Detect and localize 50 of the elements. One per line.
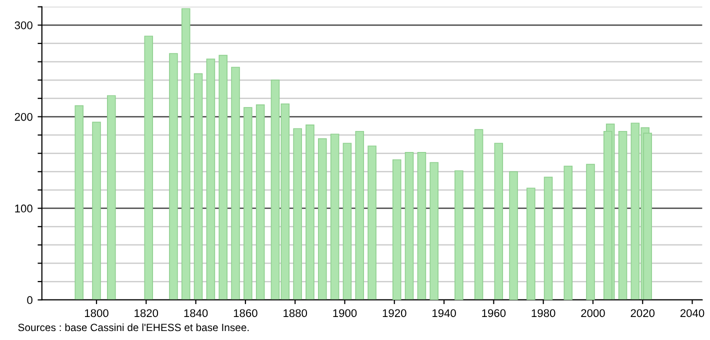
bar: [430, 162, 438, 300]
bar: [194, 73, 203, 300]
bar: [509, 171, 518, 300]
bar: [231, 66, 240, 300]
bar: [256, 104, 265, 300]
bar: [368, 146, 376, 300]
bar: [306, 124, 314, 300]
x-tick-label: 1840: [184, 309, 208, 318]
bar: [342, 142, 352, 300]
bar: [355, 130, 364, 300]
x-tick-label: 1980: [532, 309, 556, 318]
bar: [586, 164, 595, 300]
y-tick-label: 200: [14, 112, 32, 121]
x-tick-label: 2040: [680, 309, 704, 318]
x-tick-label: 1860: [234, 309, 258, 318]
x-tick-label: 2000: [581, 309, 605, 318]
bar: [474, 129, 484, 300]
bar: [206, 58, 216, 300]
x-tick-label: 2020: [630, 309, 655, 318]
x-tick-label: 1920: [382, 309, 406, 318]
y-tick-label: 100: [15, 204, 32, 212]
bar: [218, 54, 228, 300]
bar: [244, 107, 252, 300]
source-note: Sources : base Cassini de l'EHESS et base Insee.: [18, 323, 249, 332]
bar: [454, 170, 464, 300]
x-tick-label: 1820: [134, 309, 158, 318]
bar: [293, 128, 302, 300]
x-tick-label: 1880: [284, 309, 308, 318]
bar: [107, 95, 116, 300]
bar: [544, 176, 553, 300]
bar: [169, 53, 178, 300]
bar: [404, 152, 414, 300]
y-tick-label: 0: [27, 296, 32, 304]
bar: [564, 166, 573, 300]
bar: [74, 105, 84, 300]
bar: [417, 152, 426, 300]
bar: [144, 36, 154, 300]
bar: [330, 134, 340, 300]
bar: [181, 8, 190, 300]
x-tick-label: 1900: [333, 309, 357, 318]
x-tick-label: 1800: [84, 309, 108, 318]
bar: [494, 142, 504, 300]
bar: [526, 188, 536, 300]
bar: [392, 159, 402, 300]
x-tick-label: 1960: [482, 309, 506, 318]
bar: [618, 130, 628, 300]
y-tick-label: 300: [14, 21, 32, 30]
x-tick-label: 1940: [432, 309, 456, 318]
bar: [92, 122, 101, 300]
bar: [318, 138, 327, 300]
